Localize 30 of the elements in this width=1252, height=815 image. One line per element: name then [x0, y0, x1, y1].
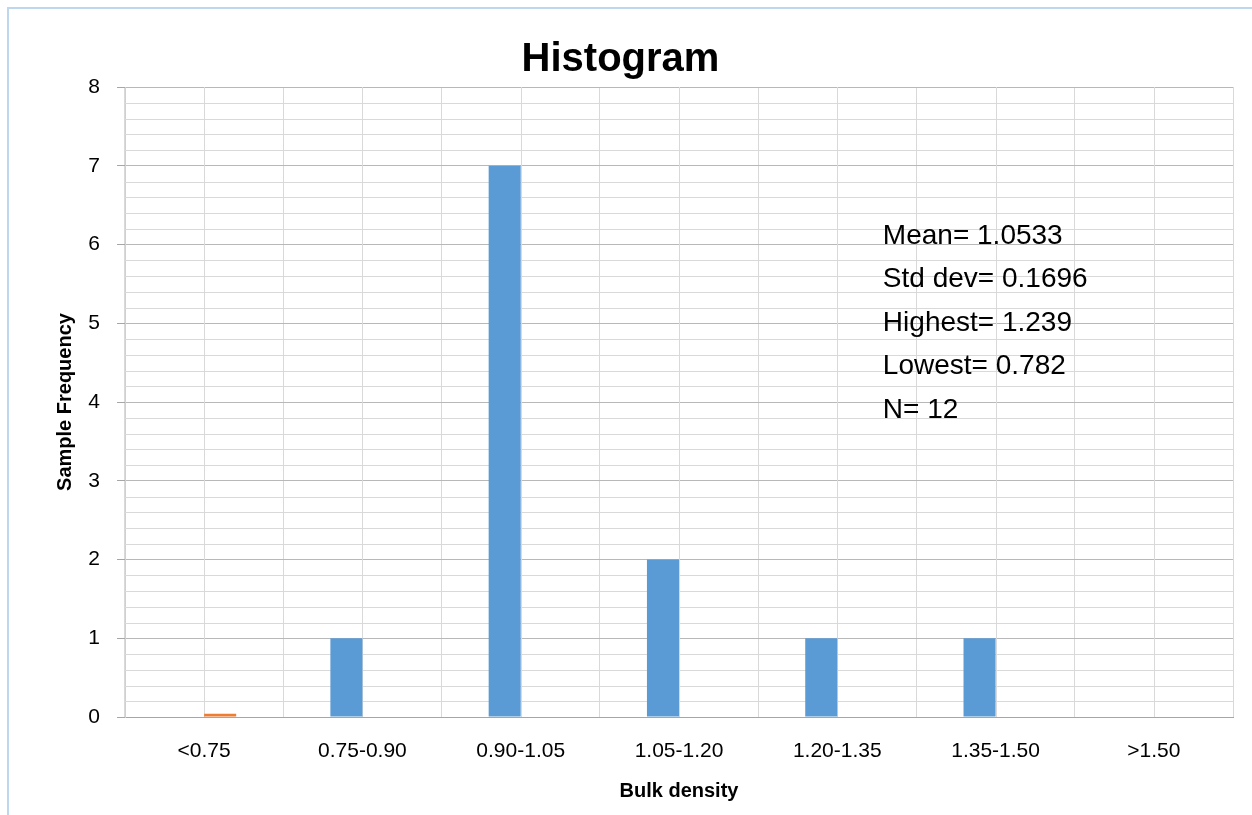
- annotation: Highest= 1.239: [882, 305, 1073, 337]
- x-tick-label: <0.75: [177, 738, 231, 762]
- bar: [805, 638, 838, 717]
- y-axis-title: Sample Frequency: [52, 312, 75, 491]
- bar: [204, 713, 237, 717]
- y-tick-label: 6: [88, 231, 100, 255]
- y-tick-label: 0: [88, 703, 100, 727]
- x-tick-label: 1.35-1.50: [951, 738, 1040, 762]
- annotation: N= 12: [882, 392, 959, 424]
- x-tick-label: 0.90-1.05: [476, 738, 566, 762]
- bar: [963, 638, 996, 717]
- chart-title: Histogram: [521, 35, 720, 80]
- x-tick-label: 1.05-1.20: [634, 738, 724, 762]
- y-tick-label: 2: [88, 546, 100, 570]
- annotation: Mean= 1.0533: [882, 218, 1063, 250]
- x-axis-title: Bulk density: [619, 778, 740, 801]
- y-tick-label: 1: [88, 625, 100, 649]
- annotation: Std dev= 0.1696: [882, 262, 1088, 294]
- y-tick-label: 8: [88, 73, 100, 97]
- y-tick-label: 4: [88, 388, 101, 412]
- y-tick-label: 5: [88, 310, 100, 334]
- annotation: Lowest= 0.782: [882, 349, 1066, 381]
- bar: [488, 165, 521, 717]
- x-tick-label: 0.75-0.90: [318, 738, 407, 762]
- bar: [330, 638, 363, 717]
- y-tick-label: 3: [88, 467, 100, 491]
- bar: [646, 559, 679, 717]
- x-tick-label: 1.20-1.35: [792, 738, 882, 762]
- x-tick-label: >1.50: [1127, 738, 1181, 762]
- y-tick-label: 7: [88, 152, 100, 176]
